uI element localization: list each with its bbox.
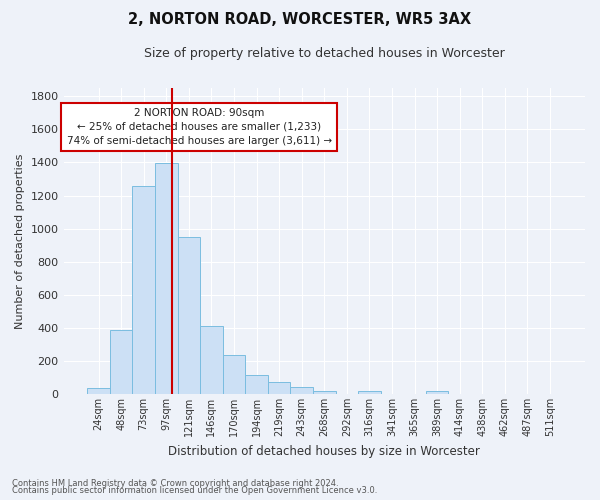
- Bar: [290, 386, 313, 394]
- Bar: [133, 186, 155, 394]
- Y-axis label: Number of detached properties: Number of detached properties: [15, 154, 25, 328]
- Bar: [200, 326, 223, 394]
- Bar: [426, 390, 448, 394]
- Text: Contains HM Land Registry data © Crown copyright and database right 2024.: Contains HM Land Registry data © Crown c…: [12, 478, 338, 488]
- Bar: [155, 164, 178, 394]
- Bar: [178, 237, 200, 394]
- Bar: [358, 390, 381, 394]
- Text: 2 NORTON ROAD: 90sqm
← 25% of detached houses are smaller (1,233)
74% of semi-de: 2 NORTON ROAD: 90sqm ← 25% of detached h…: [67, 108, 332, 146]
- X-axis label: Distribution of detached houses by size in Worcester: Distribution of detached houses by size …: [169, 444, 480, 458]
- Bar: [268, 382, 290, 394]
- Bar: [87, 388, 110, 394]
- Text: Contains public sector information licensed under the Open Government Licence v3: Contains public sector information licen…: [12, 486, 377, 495]
- Title: Size of property relative to detached houses in Worcester: Size of property relative to detached ho…: [144, 48, 505, 60]
- Bar: [313, 390, 335, 394]
- Bar: [110, 330, 133, 394]
- Text: 2, NORTON ROAD, WORCESTER, WR5 3AX: 2, NORTON ROAD, WORCESTER, WR5 3AX: [128, 12, 472, 28]
- Bar: [245, 375, 268, 394]
- Bar: [223, 355, 245, 394]
